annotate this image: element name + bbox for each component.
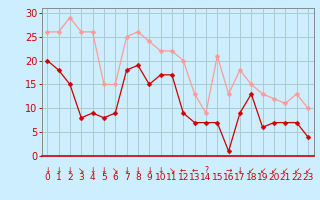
Text: ↓: ↓ [124, 166, 130, 175]
Text: ↙: ↙ [282, 166, 288, 175]
Text: ↓: ↓ [67, 166, 73, 175]
Text: ↘: ↘ [78, 166, 84, 175]
Text: ↙: ↙ [260, 166, 266, 175]
Text: ↘: ↘ [169, 166, 175, 175]
Text: ↓: ↓ [237, 166, 243, 175]
Text: ↓: ↓ [55, 166, 62, 175]
Text: ↓: ↓ [101, 166, 107, 175]
Text: ↙: ↙ [293, 166, 300, 175]
Text: →: → [225, 166, 232, 175]
Text: ←: ← [191, 166, 198, 175]
Text: ?: ? [204, 166, 208, 175]
Text: ↓: ↓ [89, 166, 96, 175]
Text: ↙: ↙ [248, 166, 254, 175]
Text: ↓: ↓ [146, 166, 152, 175]
Text: ↙: ↙ [305, 166, 311, 175]
Text: ←: ← [180, 166, 187, 175]
Text: ↘: ↘ [112, 166, 118, 175]
Text: ↙: ↙ [271, 166, 277, 175]
Text: ↓: ↓ [44, 166, 51, 175]
Text: ↓: ↓ [135, 166, 141, 175]
Text: ↓: ↓ [157, 166, 164, 175]
